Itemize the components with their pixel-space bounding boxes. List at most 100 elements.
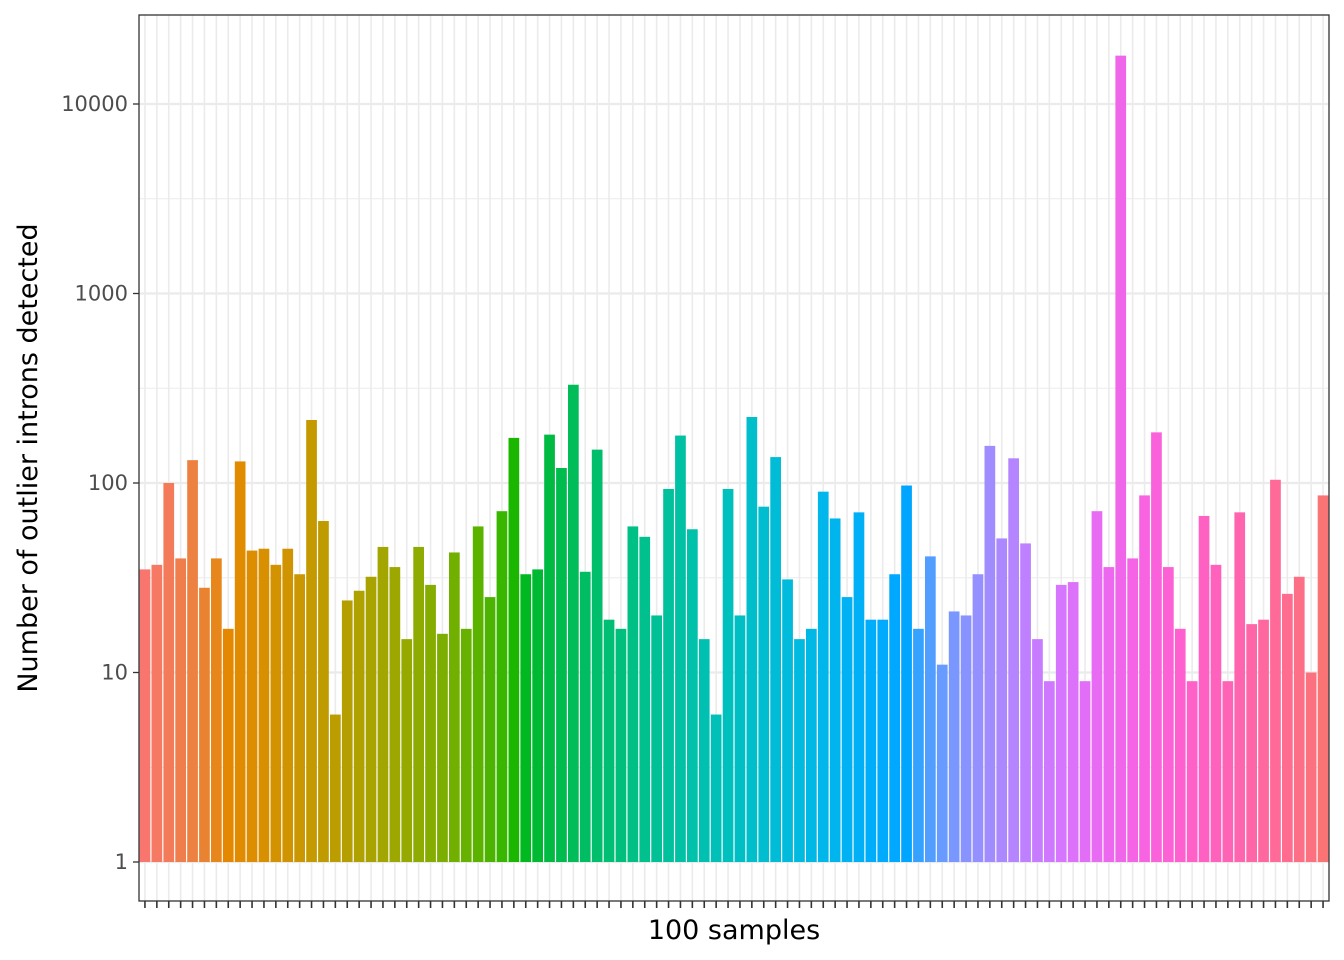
bar	[1032, 639, 1043, 862]
bar	[1151, 432, 1162, 862]
bar	[675, 435, 686, 862]
bar	[913, 628, 924, 862]
bar	[1055, 584, 1067, 862]
bar	[568, 384, 579, 862]
bar	[853, 512, 865, 862]
bar	[687, 529, 698, 862]
bar	[1103, 567, 1115, 862]
bar	[199, 587, 210, 862]
bar	[722, 488, 734, 862]
bar	[270, 564, 282, 862]
y-axis-title: Number of outlier introns detected	[13, 223, 44, 692]
bar	[817, 491, 829, 862]
bar	[1091, 511, 1103, 862]
bar	[1127, 558, 1139, 862]
bar	[698, 639, 710, 862]
bar	[556, 468, 567, 862]
bar	[1293, 576, 1305, 862]
bar	[365, 576, 377, 862]
bar	[1282, 593, 1293, 862]
bar	[948, 611, 960, 862]
bar	[306, 420, 317, 862]
bar	[294, 574, 305, 862]
bar	[639, 536, 651, 862]
bar	[1305, 672, 1317, 862]
bar	[591, 449, 603, 862]
bar	[1079, 681, 1091, 862]
x-axis-title: 100 samples	[648, 915, 820, 946]
plot-panel-background	[139, 15, 1329, 901]
bar	[1246, 624, 1258, 862]
bar	[258, 548, 270, 862]
y-tick-label: 1000	[75, 282, 128, 306]
bar	[437, 633, 448, 862]
bar	[330, 714, 341, 862]
bar	[377, 546, 389, 862]
bar	[770, 457, 781, 862]
bar	[151, 564, 163, 862]
bar	[175, 558, 187, 862]
bar	[1258, 619, 1269, 862]
bar	[222, 628, 234, 862]
bar	[829, 518, 841, 862]
bar	[449, 552, 460, 862]
bar	[627, 526, 639, 862]
bar	[544, 434, 555, 862]
bar	[960, 615, 972, 862]
bar	[1163, 567, 1174, 862]
bar	[615, 628, 627, 862]
bar	[877, 619, 889, 862]
bar	[758, 506, 770, 862]
bar	[782, 579, 793, 862]
x-axis-ticks	[144, 901, 1324, 908]
bar	[353, 590, 365, 862]
bar	[1222, 681, 1234, 862]
y-tick-label: 10	[101, 661, 128, 685]
bar	[996, 538, 1008, 862]
bar	[1210, 564, 1222, 862]
bar	[603, 619, 615, 862]
bar	[163, 483, 175, 862]
bar	[1186, 681, 1198, 862]
bar	[496, 511, 508, 862]
bar	[1008, 458, 1019, 862]
bar	[663, 488, 674, 862]
bar	[341, 600, 353, 862]
bar	[746, 417, 758, 862]
bar	[865, 619, 877, 862]
bar	[139, 569, 151, 862]
bar	[484, 597, 496, 862]
bars	[139, 55, 1329, 862]
bar	[1115, 55, 1127, 862]
bar	[794, 639, 805, 862]
bar	[520, 574, 532, 862]
bar	[532, 569, 544, 862]
bar	[1270, 479, 1281, 862]
bar	[651, 615, 662, 862]
bar	[401, 639, 413, 862]
bar	[1043, 681, 1055, 862]
bar	[425, 584, 436, 862]
bar	[806, 628, 817, 862]
bar	[318, 521, 329, 862]
bar	[710, 714, 722, 862]
plot-panel-border	[138, 14, 1330, 902]
y-tick-label: 10000	[61, 92, 128, 116]
bar	[936, 664, 948, 862]
bar	[1067, 582, 1079, 862]
bar	[1139, 495, 1150, 862]
bar	[389, 567, 401, 862]
y-tick-label: 100	[88, 471, 128, 495]
bar	[901, 485, 912, 862]
bar	[1174, 628, 1186, 862]
bar	[734, 615, 746, 862]
y-axis-ticks: 1 10 100 1000 10000	[61, 92, 139, 874]
y-tick-label: 1	[115, 850, 128, 874]
bar	[889, 574, 900, 862]
bar	[460, 628, 472, 862]
bar	[972, 574, 984, 862]
bar	[1317, 495, 1329, 862]
bar	[1234, 512, 1246, 862]
bar	[246, 550, 258, 862]
